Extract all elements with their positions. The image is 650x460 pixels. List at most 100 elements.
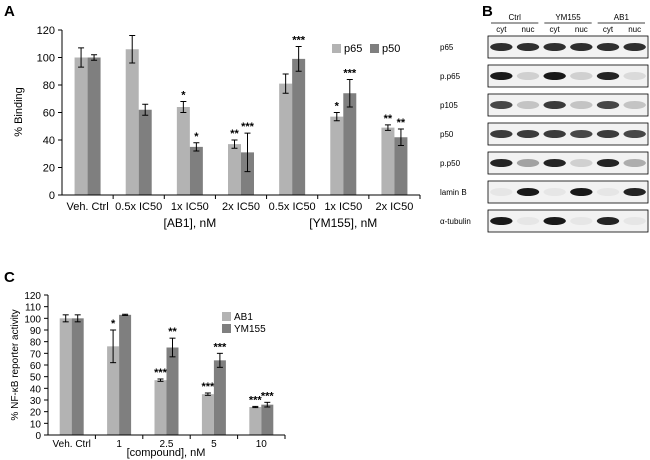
legend-swatch-ab1: [222, 312, 231, 321]
bar-p65: [381, 127, 395, 195]
blot-band: [623, 159, 646, 167]
bar-p50: [241, 152, 254, 195]
blot-strip: [487, 151, 649, 175]
blot-fraction-label: nuc: [575, 25, 588, 34]
bar-p65: [74, 57, 88, 195]
blot-band: [623, 43, 646, 51]
blot-band: [596, 188, 620, 196]
blot-band: [623, 217, 646, 225]
bar-ym155: [119, 314, 132, 435]
blot-band: [490, 43, 513, 51]
significance-stars: ***: [201, 381, 215, 393]
blot-band: [570, 72, 593, 80]
bar-p50: [394, 137, 408, 195]
y-tick-label: 100: [37, 53, 55, 65]
legend-swatch-p50: [370, 44, 379, 53]
blot-band: [543, 101, 566, 109]
significance-stars: **: [384, 113, 393, 125]
panel-b-letter: B: [482, 3, 493, 20]
blot-fraction-label: nuc: [628, 25, 641, 34]
y-tick-label: 120: [37, 25, 55, 37]
significance-stars: **: [168, 326, 177, 338]
blot-band: [490, 101, 513, 109]
significance-stars: *: [181, 90, 186, 102]
blot-band: [570, 130, 593, 138]
blot-band: [516, 130, 540, 138]
bar-ab1: [201, 394, 214, 435]
bar-p65: [228, 144, 241, 195]
blot-fraction-label: cyt: [603, 25, 614, 34]
blot-band: [516, 43, 540, 51]
blot-row-label: α-tubulin: [440, 217, 471, 226]
x-category-label: 2.5: [160, 439, 174, 450]
blot-band: [623, 101, 646, 109]
blot-band: [490, 188, 513, 196]
legend-swatch-p65: [332, 44, 341, 53]
bar-p50: [292, 58, 306, 195]
blot-condition-label: Ctrl: [508, 13, 521, 22]
y-tick-label: 10: [30, 419, 42, 430]
blot-band: [596, 43, 620, 51]
blot-band: [516, 159, 540, 167]
significance-stars: *: [111, 318, 116, 330]
x-category-label: 0.5x IC50: [115, 201, 162, 213]
bar-ym155: [71, 318, 84, 435]
significance-stars: ***: [249, 394, 263, 406]
y-tick-label: 0: [35, 431, 41, 442]
group-label: [AB1], nM: [164, 216, 217, 230]
y-tick-label: 20: [30, 408, 42, 419]
bar-p50: [138, 109, 152, 195]
blot-band: [596, 130, 620, 138]
x-category-label: 2x IC50: [222, 201, 260, 213]
bar-p50: [189, 146, 203, 195]
blot-band: [490, 217, 513, 225]
blot-band: [623, 130, 646, 138]
x-category-label: 5: [211, 439, 217, 450]
blot-band: [623, 188, 646, 196]
blot-band: [570, 159, 593, 167]
panel-a-y-label: % Binding: [13, 87, 25, 137]
bar-ab1: [249, 407, 262, 435]
bar-ym155: [261, 404, 274, 435]
y-tick-label: 80: [30, 338, 42, 349]
blot-fraction-label: cyt: [496, 25, 507, 34]
blot-strip: [487, 93, 649, 117]
x-category-label: 2x IC50: [375, 201, 413, 213]
blot-band: [516, 217, 540, 225]
x-category-label: 0.5x IC50: [269, 201, 316, 213]
significance-stars: ***: [154, 367, 168, 379]
blot-band: [570, 43, 593, 51]
x-category-label: 1x IC50: [324, 201, 362, 213]
y-tick-label: 60: [30, 361, 42, 372]
blot-band: [516, 72, 540, 80]
blot-band: [543, 159, 566, 167]
blot-band: [596, 159, 620, 167]
y-tick-label: 110: [25, 303, 41, 314]
y-tick-label: 60: [43, 108, 55, 120]
blot-strip: [487, 180, 649, 204]
blot-row-label: p.p65: [440, 72, 461, 81]
y-tick-label: 80: [43, 80, 55, 92]
y-tick-label: 70: [30, 349, 42, 360]
y-tick-label: 30: [30, 396, 42, 407]
panel-a: A 0 20 40 60 80 100 120 Veh. Ctrl 0.5x IC50 1x IC…: [4, 3, 421, 230]
blot-band: [543, 188, 566, 196]
y-tick-label: 120: [24, 291, 41, 302]
bar-p65: [176, 107, 190, 195]
x-category-label: Veh. Ctrl: [66, 201, 108, 213]
bar-p65: [279, 83, 293, 195]
blot-band: [596, 72, 620, 80]
significance-stars: *: [335, 101, 340, 113]
x-category-label: 10: [256, 439, 268, 450]
blot-fraction-label: nuc: [522, 25, 535, 34]
blot-strip: [487, 35, 649, 59]
blot-band: [570, 101, 593, 109]
blot-row-label: p105: [440, 101, 458, 110]
significance-stars: **: [397, 117, 406, 129]
blot-condition-label: AB1: [614, 13, 630, 22]
bar-ab1: [107, 346, 120, 435]
blot-row-label: p.p50: [440, 159, 461, 168]
